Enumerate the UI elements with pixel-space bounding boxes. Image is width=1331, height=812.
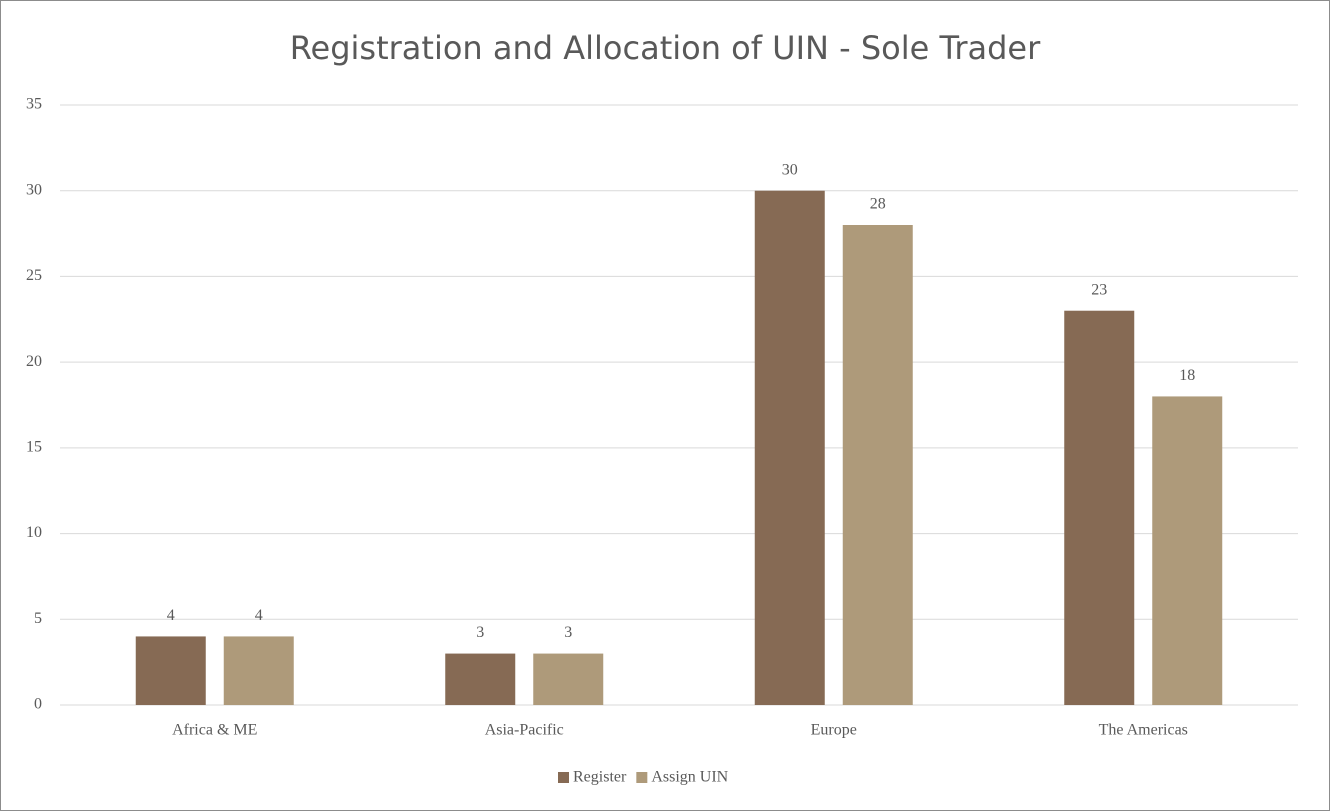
legend-swatch xyxy=(636,772,648,783)
bar xyxy=(135,636,206,705)
y-tick-label: 0 xyxy=(34,696,42,713)
data-label: 4 xyxy=(167,607,175,624)
x-tick-label: Asia-Pacific xyxy=(485,722,564,739)
y-tick-label: 30 xyxy=(26,181,42,198)
bar xyxy=(1064,310,1135,705)
data-label: 30 xyxy=(782,161,798,178)
data-label: 28 xyxy=(870,196,886,213)
legend-swatch xyxy=(558,772,569,783)
y-tick-label: 5 xyxy=(34,610,42,627)
data-label: 3 xyxy=(476,624,484,641)
data-label: 4 xyxy=(255,607,263,624)
legend-label: Register xyxy=(573,769,627,786)
chart-title: Registration and Allocation of UIN - Sol… xyxy=(290,29,1041,67)
y-tick-label: 15 xyxy=(26,439,42,456)
bar xyxy=(445,653,516,705)
y-tick-label: 10 xyxy=(26,524,42,541)
data-label: 3 xyxy=(564,624,572,641)
x-tick-label: Africa & ME xyxy=(172,722,257,739)
bar xyxy=(533,653,604,705)
y-tick-label: 35 xyxy=(26,96,42,113)
bar xyxy=(842,225,913,705)
x-tick-label: The Americas xyxy=(1099,722,1188,739)
bar xyxy=(754,190,825,705)
bar xyxy=(223,636,294,705)
bar xyxy=(1152,396,1223,705)
x-tick-label: Europe xyxy=(811,722,857,739)
data-label: 18 xyxy=(1179,367,1195,384)
y-tick-label: 25 xyxy=(26,267,42,284)
legend-label: Assign UIN xyxy=(651,769,728,786)
y-tick-label: 20 xyxy=(26,353,42,370)
data-label: 23 xyxy=(1091,281,1107,298)
